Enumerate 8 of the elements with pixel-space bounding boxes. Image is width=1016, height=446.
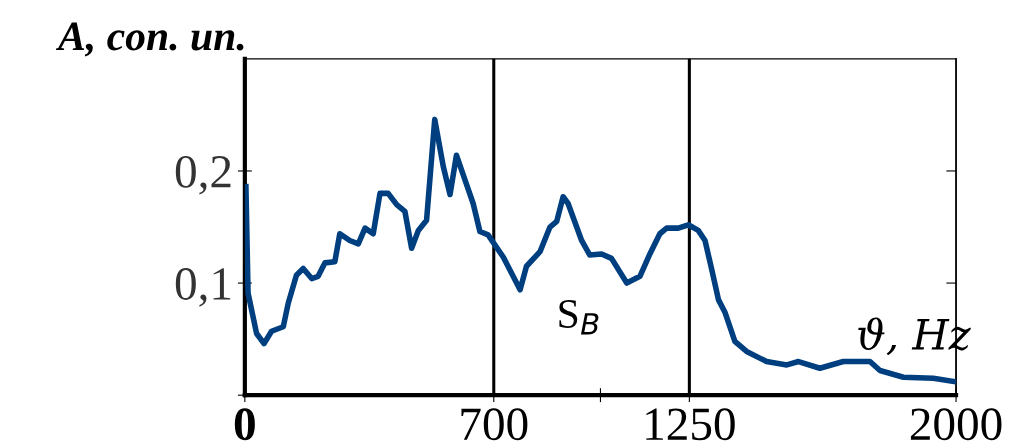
y-axis-title: A, con. un. <box>55 22 244 57</box>
annotation: S$_{B}$ <box>559 299 599 335</box>
y-tick-label: 0,2 <box>175 155 231 195</box>
y-tick-label: 0,1 <box>175 268 231 307</box>
x-tick-label: 2000 <box>910 408 1002 441</box>
x-tick-label: 700 <box>461 408 528 441</box>
x-tick-label: 0 <box>234 408 255 441</box>
x-tick-label: 1250 <box>646 408 735 441</box>
